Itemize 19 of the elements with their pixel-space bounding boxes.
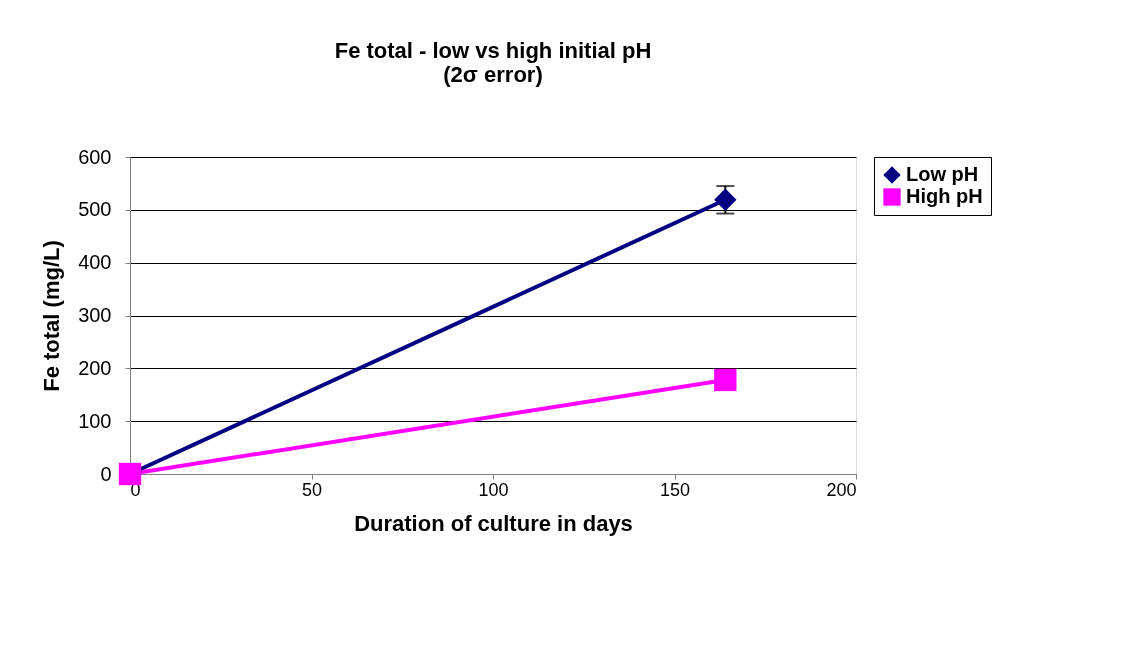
- point: [714, 188, 737, 211]
- y-tick-label: 100: [78, 409, 112, 432]
- text: Fe total - low vs high initial pH: [334, 38, 652, 63]
- y-tick-label: 500: [78, 198, 112, 221]
- y-tick-label: 300: [78, 304, 112, 326]
- y-tick-label: 600: [78, 145, 112, 168]
- x-tick-label: 150: [659, 479, 691, 500]
- x-tick-label: 50: [301, 479, 323, 500]
- point: [714, 368, 737, 392]
- y-axis-title: Fe total (mg/L): [39, 240, 65, 392]
- y-tick-label: 400: [78, 251, 112, 274]
- x-axis-title: Duration of culture in days: [354, 510, 633, 536]
- legend-label: Low pH: [906, 163, 979, 185]
- y-tick-label: 0: [100, 462, 112, 485]
- x-tick-label: 100: [478, 479, 509, 500]
- x-tick-label: 200: [826, 479, 857, 500]
- y-tick-label: 200: [78, 356, 112, 379]
- text: (2σ error): [443, 62, 543, 87]
- legend-label: High pH: [906, 185, 983, 207]
